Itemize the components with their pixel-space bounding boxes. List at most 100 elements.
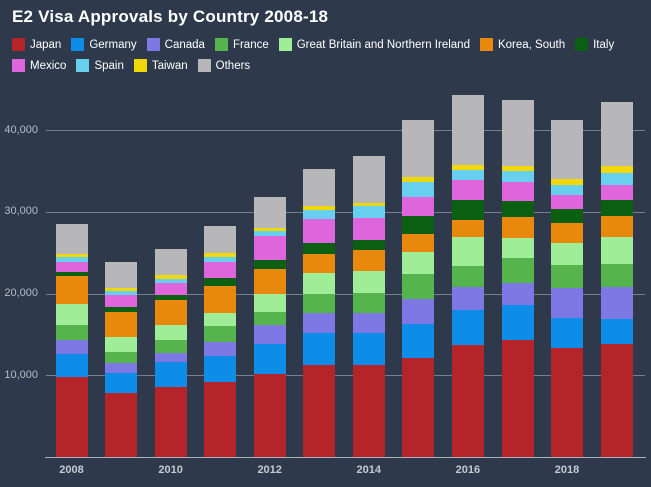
bar-segment-2014-mexico[interactable] [352,217,385,241]
bar-segment-2017-others[interactable] [501,100,534,167]
bar-segment-2018-france[interactable] [551,264,583,288]
bar-segment-2010-others[interactable] [154,248,187,276]
bar-segment-2019-mexico[interactable] [600,184,633,200]
bar-segment-2011-france[interactable] [204,325,237,342]
bar-segment-2010-great-britain-and-northern-ireland[interactable] [154,325,187,341]
bar-segment-2012-taiwan[interactable] [253,227,286,231]
bar-segment-2018-germany[interactable] [551,317,583,348]
bar-segment-2016-japan[interactable] [451,345,484,457]
bar-segment-2017-france[interactable] [501,258,534,284]
bar-segment-2015-germany[interactable] [402,323,435,359]
bar-segment-2014-germany[interactable] [352,332,385,365]
bar-segment-2009-italy[interactable] [105,306,137,312]
bar-segment-2014-others[interactable] [352,155,385,203]
bar-segment-2012-great-britain-and-northern-ireland[interactable] [253,294,286,312]
bar-segment-2014-korea-south[interactable] [352,250,385,272]
bar-segment-2017-japan[interactable] [501,340,534,457]
bar-segment-2013-france[interactable] [303,293,336,313]
bar-segment-2008-others[interactable] [55,223,88,254]
bar-segment-2011-mexico[interactable] [204,261,237,279]
bar-segment-2010-france[interactable] [154,340,187,353]
bar-segment-2009-others[interactable] [105,261,137,289]
bar-segment-2014-spain[interactable] [352,206,385,218]
bar-segment-2010-germany[interactable] [154,362,187,387]
bar-segment-2008-great-britain-and-northern-ireland[interactable] [55,303,88,326]
legend-item-others[interactable]: Others [197,59,250,72]
bar-segment-2014-japan[interactable] [352,364,385,457]
bar-segment-2017-taiwan[interactable] [501,166,534,172]
bar-segment-2019-taiwan[interactable] [600,166,633,173]
bar-segment-2009-germany[interactable] [105,373,137,394]
bar-segment-2015-korea-south[interactable] [402,233,435,252]
bar-segment-2012-germany[interactable] [253,343,286,375]
bar-segment-2018-spain[interactable] [551,184,583,196]
bar-segment-2016-spain[interactable] [451,170,484,180]
bar-segment-2008-taiwan[interactable] [55,253,88,257]
bar-segment-2009-mexico[interactable] [105,295,137,307]
bar-segment-2018-japan[interactable] [551,347,583,457]
bar-segment-2009-japan[interactable] [105,393,137,457]
bar-segment-2009-france[interactable] [105,351,137,364]
bar-segment-2016-germany[interactable] [451,310,484,346]
legend-item-japan[interactable]: Japan [12,38,61,51]
bar-segment-2013-taiwan[interactable] [303,205,336,210]
bar-segment-2016-others[interactable] [451,95,484,165]
legend-item-great-britain-and-northern-ireland[interactable]: Great Britain and Northern Ireland [278,38,470,51]
bar-segment-2011-canada[interactable] [204,341,237,356]
bar-segment-2010-italy[interactable] [154,294,187,301]
bar-segment-2011-italy[interactable] [204,278,237,286]
bar-segment-2019-korea-south[interactable] [600,216,633,238]
bar-segment-2017-italy[interactable] [501,201,534,217]
bar-segment-2017-canada[interactable] [501,283,534,306]
bar-segment-2010-korea-south[interactable] [154,300,187,326]
bar-segment-2014-italy[interactable] [352,240,385,251]
bar-segment-2016-canada[interactable] [451,286,484,311]
bar-segment-2008-italy[interactable] [55,272,88,277]
bar-segment-2011-germany[interactable] [204,355,237,382]
bar-segment-2019-japan[interactable] [600,343,633,457]
bar-segment-2012-france[interactable] [253,311,286,325]
bar-segment-2010-canada[interactable] [154,352,187,363]
bar-segment-2019-france[interactable] [600,263,633,287]
legend-item-france[interactable]: France [214,38,269,51]
bar-segment-2018-others[interactable] [551,119,583,180]
bar-segment-2008-mexico[interactable] [55,261,88,272]
bar-segment-2016-italy[interactable] [451,200,484,221]
bar-segment-2008-germany[interactable] [55,353,88,377]
bar-segment-2011-spain[interactable] [204,257,237,262]
bar-segment-2018-italy[interactable] [551,208,583,223]
bar-segment-2017-spain[interactable] [501,171,534,182]
bar-segment-2019-others[interactable] [600,102,633,167]
legend-item-germany[interactable]: Germany [71,38,137,51]
bar-segment-2014-france[interactable] [352,292,385,313]
bar-segment-2008-korea-south[interactable] [55,276,88,304]
legend-item-mexico[interactable]: Mexico [12,59,66,72]
bar-segment-2011-great-britain-and-northern-ireland[interactable] [204,312,237,326]
bar-segment-2016-mexico[interactable] [451,179,484,201]
legend-item-canada[interactable]: Canada [146,38,205,51]
bar-segment-2018-great-britain-and-northern-ireland[interactable] [551,242,583,265]
bar-segment-2016-france[interactable] [451,266,484,287]
bar-segment-2013-italy[interactable] [303,242,336,254]
bar-segment-2013-japan[interactable] [303,365,336,457]
bar-segment-2009-taiwan[interactable] [105,288,137,291]
bar-segment-2018-canada[interactable] [551,287,583,318]
bar-segment-2008-spain[interactable] [55,256,88,262]
bar-segment-2012-italy[interactable] [253,260,286,269]
bar-segment-2019-canada[interactable] [600,286,633,319]
bar-segment-2012-mexico[interactable] [253,236,286,261]
bar-segment-2019-italy[interactable] [600,199,633,217]
bar-segment-2009-korea-south[interactable] [105,311,137,337]
bar-segment-2017-mexico[interactable] [501,181,534,202]
bar-segment-2011-japan[interactable] [204,381,237,457]
bar-segment-2018-mexico[interactable] [551,195,583,209]
bar-segment-2012-japan[interactable] [253,374,286,457]
bar-segment-2015-others[interactable] [402,119,435,177]
bar-segment-2017-korea-south[interactable] [501,216,534,239]
bar-segment-2013-great-britain-and-northern-ireland[interactable] [303,272,336,294]
bar-segment-2018-taiwan[interactable] [551,179,583,185]
bar-segment-2019-great-britain-and-northern-ireland[interactable] [600,237,633,264]
bar-segment-2012-korea-south[interactable] [253,268,286,295]
bar-segment-2016-korea-south[interactable] [451,220,484,237]
bar-segment-2009-spain[interactable] [105,290,137,296]
